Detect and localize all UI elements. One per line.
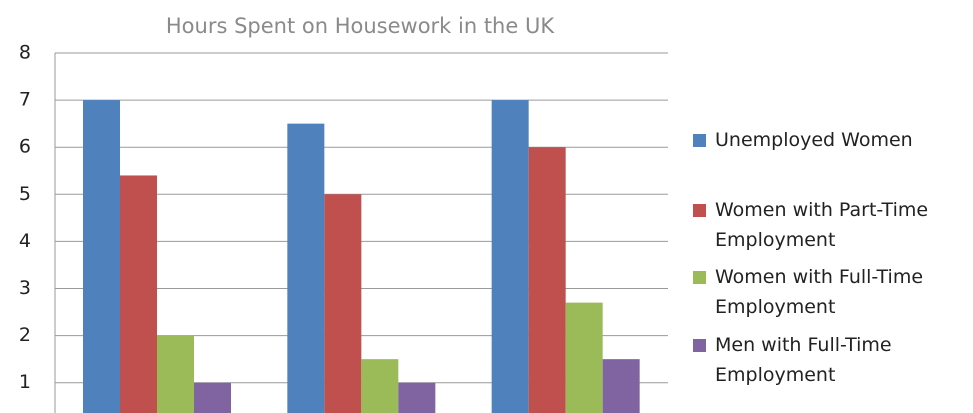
legend-swatch: [693, 271, 706, 284]
chart-title: Hours Spent on Housework in the UK: [166, 14, 555, 38]
y-tick-label: 2: [19, 324, 31, 346]
bar: [602, 359, 640, 413]
bar: [157, 335, 194, 413]
legend-swatch: [693, 204, 706, 217]
legend-swatch: [693, 339, 706, 352]
y-tick-label: 4: [19, 230, 31, 252]
bar: [287, 123, 325, 413]
y-tick-label: 7: [19, 89, 31, 111]
bar: [120, 175, 157, 413]
bar: [194, 382, 231, 413]
bar: [491, 100, 529, 413]
legend-item: Unemployed Women: [693, 125, 955, 155]
legend-label: Women with Full-Time Employment: [715, 266, 924, 318]
legend-item: Women with Part-Time Employment: [693, 195, 955, 255]
bar: [324, 194, 362, 413]
bar: [528, 147, 566, 413]
y-tick-label: 8: [19, 42, 31, 64]
legend-item: Men with Full-Time Employment: [693, 330, 955, 390]
bar: [565, 302, 603, 413]
bar: [83, 100, 120, 413]
legend-label: Men with Full-Time Employment: [715, 334, 892, 386]
y-tick-label: 3: [19, 277, 31, 299]
bar: [398, 382, 436, 413]
bar: [361, 359, 399, 413]
y-tick-label: 1: [19, 371, 31, 393]
legend-label: Women with Part-Time Employment: [715, 199, 929, 251]
legend-item: Women with Full-Time Employment: [693, 262, 955, 322]
y-tick-label: 6: [19, 136, 31, 158]
legend-swatch: [693, 134, 706, 147]
y-tick-label: 5: [19, 183, 31, 205]
legend-label: Unemployed Women: [715, 129, 913, 151]
